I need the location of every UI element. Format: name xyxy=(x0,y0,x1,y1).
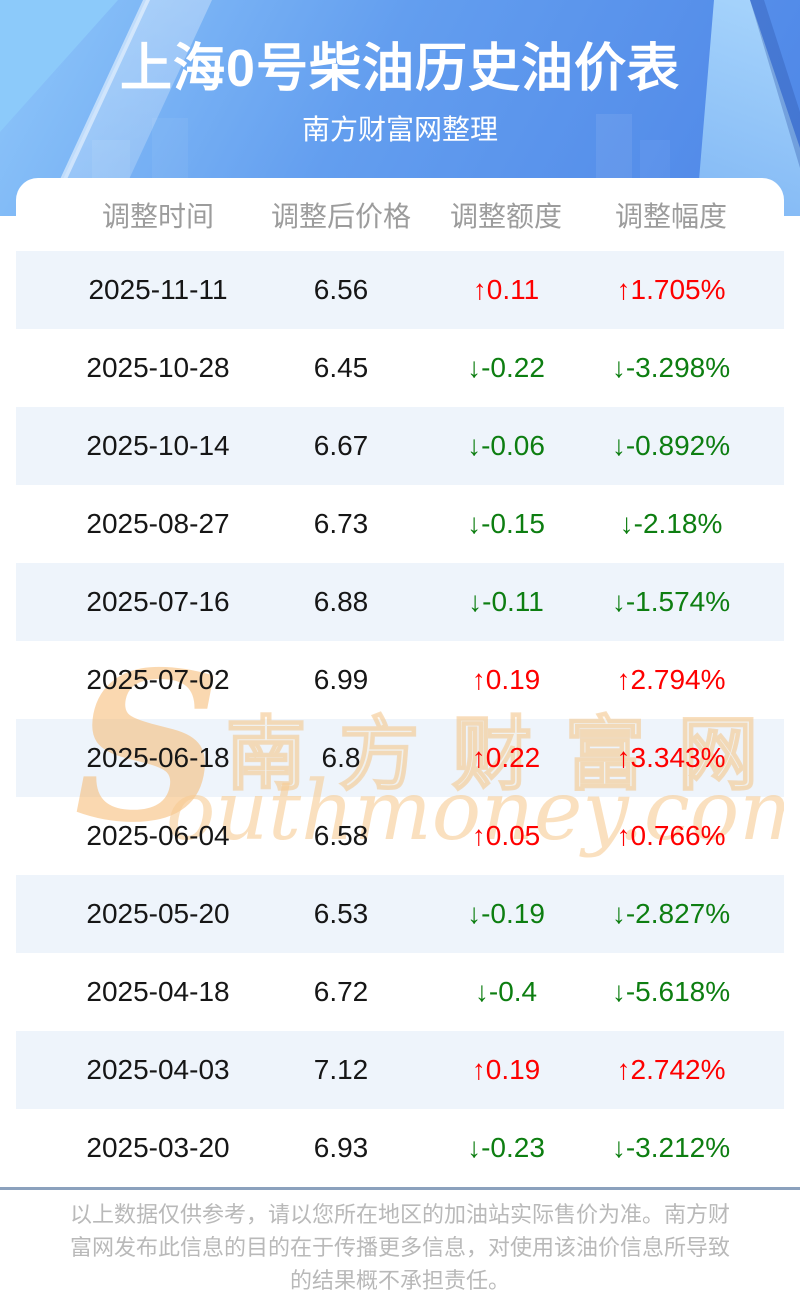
row-date: 2025-07-02 xyxy=(86,664,230,695)
table-row: 2025-08-27 6.73 ↓-0.15 ↓-2.18% xyxy=(16,485,784,563)
row-date: 2025-05-20 xyxy=(86,898,230,929)
row-percent: ↓-2.827% xyxy=(611,898,731,929)
row-change: ↑0.11 xyxy=(472,274,540,305)
hero-faint-bar xyxy=(596,114,632,180)
row-percent: ↑0.766% xyxy=(616,820,726,851)
column-header-change: 调整额度 xyxy=(449,200,562,232)
column-header-price: 调整后价格 xyxy=(271,200,412,232)
page-subtitle: 南方财富网整理 xyxy=(301,114,498,145)
row-date: 2025-04-18 xyxy=(86,976,230,1007)
row-change: ↑0.05 xyxy=(471,820,541,851)
price-table-card: 调整时间 调整后价格 调整额度 调整幅度 2025-11-11 6.56 ↑0.… xyxy=(16,178,784,1187)
page-title: 上海0号柴油历史油价表 xyxy=(120,40,680,98)
table-row: 2025-07-02 6.99 ↑0.19 ↑2.794% xyxy=(16,641,784,719)
row-percent: ↓-3.212% xyxy=(611,1132,731,1163)
row-change: ↓-0.23 xyxy=(467,1132,545,1163)
row-percent: ↓-2.18% xyxy=(619,508,723,539)
table-row: 2025-04-18 6.72 ↓-0.4 ↓-5.618% xyxy=(16,953,784,1031)
row-price: 6.73 xyxy=(313,508,369,539)
row-date: 2025-06-04 xyxy=(86,820,230,851)
table-row: 2025-11-11 6.56 ↑0.11 ↑1.705% xyxy=(16,251,784,329)
disclaimer-text: 以上数据仅供参考，请以您所在地区的加油站实际售价为准。南方财 富网发布此信息的目… xyxy=(0,1198,800,1297)
row-date: 2025-10-28 xyxy=(86,352,230,383)
row-date: 2025-10-14 xyxy=(86,430,230,461)
row-change: ↓-0.19 xyxy=(467,898,545,929)
row-percent: ↑2.742% xyxy=(616,1054,726,1085)
row-change: ↓-0.11 xyxy=(468,586,544,617)
table-row: 2025-07-16 6.88 ↓-0.11 ↓-1.574% xyxy=(16,563,784,641)
row-date: 2025-08-27 xyxy=(86,508,230,539)
row-price: 6.58 xyxy=(313,820,369,851)
table-row: 2025-10-28 6.45 ↓-0.22 ↓-3.298% xyxy=(16,329,784,407)
row-change: ↓-0.4 xyxy=(474,976,538,1007)
row-percent: ↓-3.298% xyxy=(611,352,731,383)
row-percent: ↓-1.574% xyxy=(611,586,731,617)
row-change: ↑0.19 xyxy=(471,1054,541,1085)
row-percent: ↑1.705% xyxy=(616,274,726,305)
row-price: 6.53 xyxy=(313,898,369,929)
table-row: 2025-04-03 7.12 ↑0.19 ↑2.742% xyxy=(16,1031,784,1109)
row-change: ↑0.19 xyxy=(471,664,541,695)
row-price: 6.99 xyxy=(313,664,369,695)
disclaimer-line: 以上数据仅供参考，请以您所在地区的加油站实际售价为准。南方财 xyxy=(69,1202,730,1227)
row-price: 7.12 xyxy=(313,1054,369,1085)
table-row: 2025-10-14 6.67 ↓-0.06 ↓-0.892% xyxy=(16,407,784,485)
row-date: 2025-06-18 xyxy=(86,742,230,773)
row-percent: ↑3.343% xyxy=(616,742,726,773)
row-change: ↓-0.22 xyxy=(467,352,545,383)
row-price: 6.72 xyxy=(313,976,369,1007)
row-price: 6.93 xyxy=(313,1132,369,1163)
row-date: 2025-04-03 xyxy=(86,1054,230,1085)
table-row: 2025-06-04 6.58 ↑0.05 ↑0.766% xyxy=(16,797,784,875)
column-header-date: 调整时间 xyxy=(101,200,214,232)
row-change: ↓-0.06 xyxy=(467,430,545,461)
row-percent: ↓-0.892% xyxy=(611,430,731,461)
table-row: 2025-05-20 6.53 ↓-0.19 ↓-2.827% xyxy=(16,875,784,953)
column-header-percent: 调整幅度 xyxy=(615,200,728,232)
row-price: 6.67 xyxy=(313,430,369,461)
row-change: ↑0.22 xyxy=(471,742,541,773)
row-date: 2025-03-20 xyxy=(86,1132,230,1163)
row-date: 2025-11-11 xyxy=(88,274,228,305)
disclaimer-line: 的结果概不承担责任。 xyxy=(289,1268,510,1293)
table-header-row: 调整时间 调整后价格 调整额度 调整幅度 xyxy=(16,178,784,251)
row-change: ↓-0.15 xyxy=(467,508,545,539)
table-body: 2025-11-11 6.56 ↑0.11 ↑1.705% 2025-10-28… xyxy=(16,251,784,1187)
row-price: 6.88 xyxy=(313,586,369,617)
table-row: 2025-03-20 6.93 ↓-0.23 ↓-3.212% xyxy=(16,1109,784,1187)
row-price: 6.45 xyxy=(313,352,369,383)
row-price: 6.56 xyxy=(313,274,369,305)
disclaimer-line: 富网发布此信息的目的在于传播更多信息，对使用该油价信息所导致 xyxy=(69,1235,730,1260)
row-percent: ↑2.794% xyxy=(616,664,726,695)
row-price: 6.8 xyxy=(321,742,361,773)
footer-divider xyxy=(0,1187,800,1190)
row-date: 2025-07-16 xyxy=(86,586,230,617)
table-row: 2025-06-18 6.8 ↑0.22 ↑3.343% xyxy=(16,719,784,797)
row-percent: ↓-5.618% xyxy=(611,976,731,1007)
